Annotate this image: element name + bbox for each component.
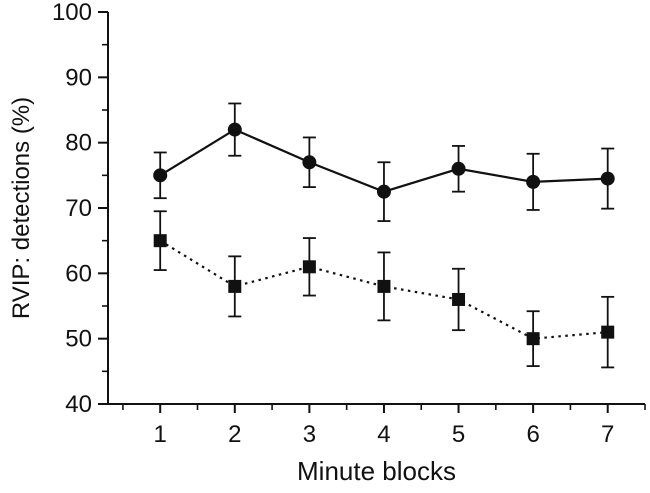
x-tick-label: 4 — [377, 421, 390, 448]
circle-marker — [376, 184, 391, 199]
x-tick-label: 5 — [452, 421, 465, 448]
circle-marker — [227, 122, 242, 137]
dotted-square-series — [153, 210, 615, 369]
axes-lines — [107, 12, 645, 405]
x-tick-label: 6 — [526, 421, 539, 448]
square-marker — [228, 279, 242, 293]
x-tick-label: 2 — [228, 421, 241, 448]
y-tick-label: 60 — [65, 260, 92, 287]
y-tick-label: 50 — [65, 326, 92, 353]
y-tick-label: 80 — [65, 130, 92, 157]
circle-marker — [302, 155, 317, 170]
y-tick-label: 70 — [65, 195, 92, 222]
circle-marker — [451, 161, 466, 176]
y-axis-title: RVIP: detections (%) — [8, 96, 35, 320]
square-marker — [377, 279, 391, 293]
solid-circle-series — [153, 102, 615, 222]
circle-marker — [153, 168, 168, 183]
x-tick-label: 7 — [601, 421, 614, 448]
x-axis-title: Minute blocks — [297, 456, 456, 486]
circle-marker — [526, 174, 541, 189]
x-tick-label: 3 — [303, 421, 316, 448]
x-tick-label: 1 — [154, 421, 167, 448]
square-marker — [452, 292, 466, 306]
square-marker — [601, 325, 615, 339]
y-tick-label: 40 — [65, 391, 92, 418]
y-tick-label: 90 — [65, 64, 92, 91]
square-marker — [302, 260, 316, 274]
y-tick-label: 100 — [52, 0, 92, 26]
square-marker — [526, 332, 540, 346]
square-marker — [153, 234, 167, 248]
circle-marker — [600, 171, 615, 186]
